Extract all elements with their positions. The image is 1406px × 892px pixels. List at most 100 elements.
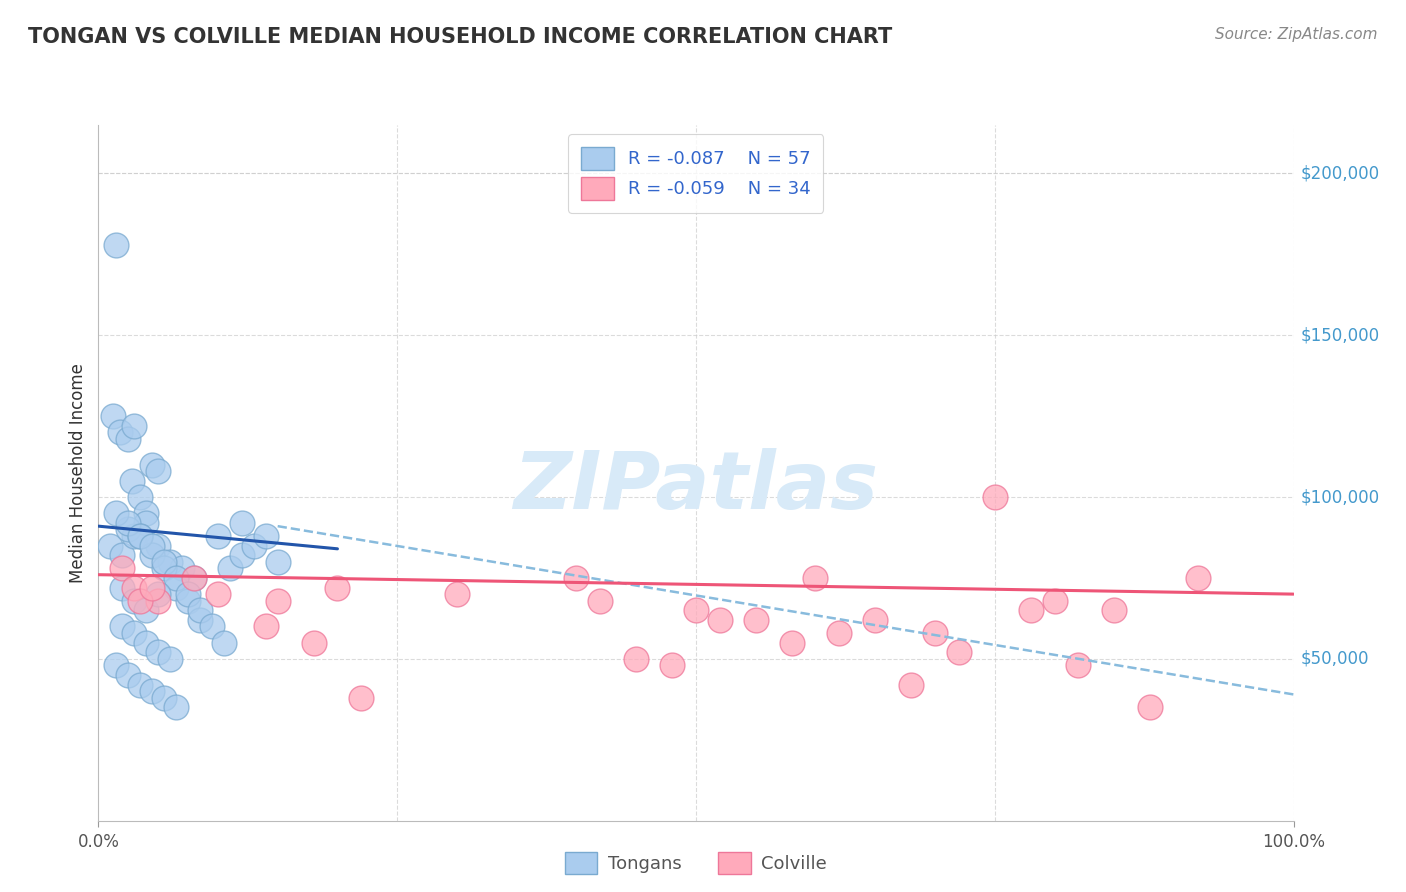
Point — [254, 619, 277, 633]
Point — [129, 490, 152, 504]
Point — [148, 464, 170, 478]
Point — [661, 658, 683, 673]
Point — [900, 678, 922, 692]
Point — [624, 652, 647, 666]
Point — [212, 635, 235, 649]
Point — [165, 581, 187, 595]
Point — [124, 581, 146, 595]
Text: $100,000: $100,000 — [1301, 488, 1379, 506]
Point — [242, 539, 264, 553]
Point — [685, 603, 707, 617]
Point — [135, 635, 157, 649]
Point — [1019, 603, 1042, 617]
Point — [446, 587, 468, 601]
Point — [108, 425, 131, 440]
Y-axis label: Median Household Income: Median Household Income — [69, 363, 87, 582]
Point — [117, 668, 139, 682]
Point — [207, 587, 229, 601]
Point — [1102, 603, 1125, 617]
Point — [983, 490, 1005, 504]
Text: ZIPatlas: ZIPatlas — [513, 448, 879, 525]
Point — [105, 237, 128, 252]
Point — [159, 555, 181, 569]
Point — [111, 581, 134, 595]
Point — [183, 571, 205, 585]
Point — [804, 571, 827, 585]
Point — [254, 529, 277, 543]
Point — [153, 690, 176, 705]
Text: $50,000: $50,000 — [1301, 650, 1369, 668]
Point — [326, 581, 349, 595]
Point — [121, 474, 143, 488]
Point — [231, 549, 253, 563]
Point — [153, 561, 176, 575]
Point — [129, 529, 152, 543]
Point — [924, 626, 946, 640]
Point — [129, 678, 152, 692]
Point — [948, 645, 970, 659]
Point — [129, 529, 152, 543]
Point — [1139, 700, 1161, 714]
Point — [219, 561, 242, 575]
Point — [124, 529, 146, 543]
Legend: Tongans, Colville: Tongans, Colville — [558, 845, 834, 881]
Point — [148, 539, 170, 553]
Point — [709, 613, 731, 627]
Point — [863, 613, 886, 627]
Point — [172, 561, 194, 575]
Point — [148, 645, 170, 659]
Point — [159, 652, 181, 666]
Point — [153, 555, 176, 569]
Text: Source: ZipAtlas.com: Source: ZipAtlas.com — [1215, 27, 1378, 42]
Point — [589, 593, 612, 607]
Point — [177, 593, 200, 607]
Point — [267, 555, 290, 569]
Point — [124, 626, 146, 640]
Point — [780, 635, 803, 649]
Point — [188, 613, 211, 627]
Point — [124, 418, 146, 433]
Point — [141, 549, 163, 563]
Point — [117, 432, 139, 446]
Point — [135, 603, 157, 617]
Point — [135, 506, 157, 520]
Point — [183, 571, 205, 585]
Point — [1187, 571, 1209, 585]
Point — [207, 529, 229, 543]
Point — [111, 561, 134, 575]
Point — [165, 700, 187, 714]
Point — [141, 458, 163, 472]
Point — [148, 593, 170, 607]
Point — [350, 690, 373, 705]
Point — [111, 549, 134, 563]
Point — [135, 516, 157, 530]
Point — [165, 571, 187, 585]
Point — [105, 506, 128, 520]
Point — [1043, 593, 1066, 607]
Point — [101, 409, 124, 424]
Point — [141, 539, 163, 553]
Text: TONGAN VS COLVILLE MEDIAN HOUSEHOLD INCOME CORRELATION CHART: TONGAN VS COLVILLE MEDIAN HOUSEHOLD INCO… — [28, 27, 893, 46]
Point — [231, 516, 253, 530]
Point — [105, 658, 128, 673]
Point — [302, 635, 325, 649]
Point — [267, 593, 290, 607]
Point — [141, 581, 163, 595]
Point — [201, 619, 224, 633]
Point — [117, 522, 139, 536]
Point — [124, 593, 146, 607]
Point — [129, 593, 152, 607]
Point — [98, 539, 122, 553]
Point — [148, 587, 170, 601]
Point — [565, 571, 588, 585]
Point — [111, 619, 134, 633]
Point — [1067, 658, 1090, 673]
Point — [188, 603, 211, 617]
Point — [745, 613, 768, 627]
Point — [177, 587, 200, 601]
Text: $150,000: $150,000 — [1301, 326, 1379, 344]
Text: $200,000: $200,000 — [1301, 164, 1379, 183]
Point — [828, 626, 851, 640]
Point — [117, 516, 139, 530]
Point — [141, 684, 163, 698]
